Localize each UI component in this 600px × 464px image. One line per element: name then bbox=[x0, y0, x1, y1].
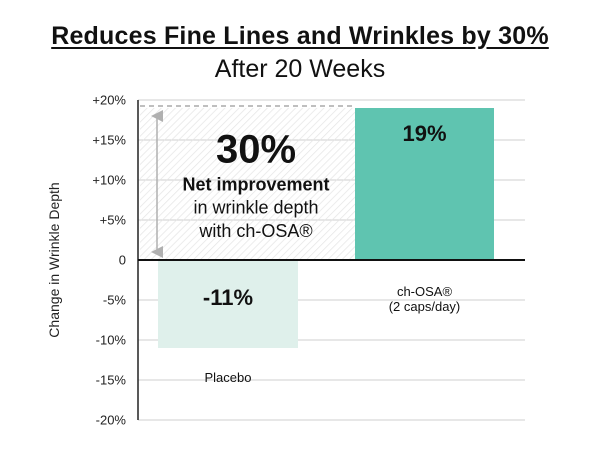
category-label: Placebo bbox=[205, 370, 252, 385]
annotation-percent: 30% bbox=[216, 127, 296, 171]
y-tick-label: -5% bbox=[103, 293, 127, 308]
y-axis-label: Change in Wrinkle Depth bbox=[46, 182, 62, 337]
category-label: ch-OSA® bbox=[397, 284, 453, 299]
y-tick-label: -15% bbox=[96, 373, 127, 388]
y-tick-label: 0 bbox=[119, 253, 126, 268]
hatched-region bbox=[140, 108, 355, 260]
chart-title: Reduces Fine Lines and Wrinkles by 30% bbox=[51, 22, 549, 50]
chart-subtitle: After 20 Weeks bbox=[214, 55, 386, 83]
net-improvement-annotation: 30% Net improvement in wrinkle depth wit… bbox=[140, 105, 355, 260]
annotation-line-2: in wrinkle depth bbox=[193, 198, 318, 218]
title-block: Reduces Fine Lines and Wrinkles by 30% A… bbox=[0, 22, 600, 84]
axes: +20% +15% +10% +5% 0 -5% -10% -15% -20% bbox=[92, 93, 525, 428]
bar-value-label: -11% bbox=[203, 285, 253, 310]
bars: -11% Placebo 19% ch-OSA®(2 caps/day) bbox=[158, 108, 494, 385]
y-tick-label: +5% bbox=[100, 213, 127, 228]
y-tick-label: +10% bbox=[92, 173, 126, 188]
y-tick-label: +20% bbox=[92, 93, 126, 108]
y-tick-label: -20% bbox=[96, 413, 127, 428]
annotation-heading: Net improvement bbox=[182, 174, 329, 194]
category-label: (2 caps/day) bbox=[389, 299, 461, 314]
bar-value-label: 19% bbox=[402, 121, 446, 146]
y-tick-label: +15% bbox=[92, 133, 126, 148]
bar-placebo bbox=[158, 260, 298, 348]
bar-ch-osa bbox=[355, 108, 494, 260]
y-tick-label: -10% bbox=[96, 333, 127, 348]
annotation-line-3: with ch-OSA® bbox=[198, 221, 312, 241]
